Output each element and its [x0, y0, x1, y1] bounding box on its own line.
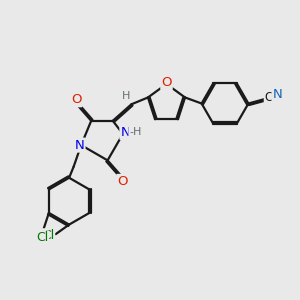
- Text: O: O: [161, 76, 172, 89]
- Text: Cl: Cl: [36, 231, 48, 244]
- Text: -H: -H: [129, 128, 142, 137]
- Text: O: O: [71, 93, 82, 106]
- Text: N: N: [273, 88, 282, 101]
- Text: H: H: [122, 91, 130, 101]
- Text: N: N: [75, 139, 85, 152]
- Text: O: O: [117, 175, 128, 188]
- Text: Cl: Cl: [42, 229, 54, 242]
- Text: N: N: [120, 126, 130, 139]
- Text: C: C: [265, 91, 273, 104]
